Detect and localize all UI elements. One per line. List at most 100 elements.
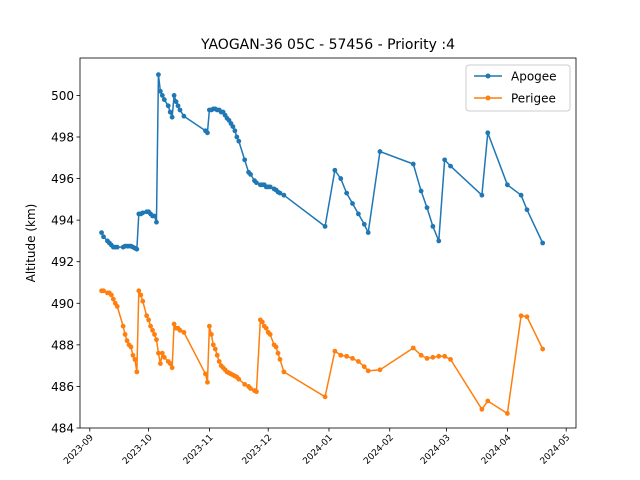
apogee-point <box>156 72 161 78</box>
y-tick-label: 498 <box>51 130 74 144</box>
perigee-point <box>177 327 183 333</box>
perigee-point <box>322 394 328 400</box>
x-tick-label: 2024-03 <box>419 433 453 467</box>
y-tick-label: 492 <box>51 255 74 269</box>
apogee-point <box>350 201 355 206</box>
x-tick-label: 2023-11 <box>182 433 216 467</box>
apogee-point <box>99 230 104 236</box>
perigee-point <box>140 298 146 304</box>
apogee-point <box>181 113 187 119</box>
apogee-point <box>230 124 236 129</box>
perigee-point <box>144 313 150 319</box>
perigee-point <box>518 313 524 319</box>
perigee-point <box>169 365 175 371</box>
apogee-point <box>254 180 259 186</box>
apogee-point <box>175 103 181 109</box>
perigee-point <box>485 398 491 404</box>
perigee-point <box>338 352 344 358</box>
apogee-point <box>377 149 383 154</box>
perigee-point <box>214 352 220 358</box>
axes-frame <box>79 57 577 429</box>
y-axis: 484 486 488 490 492 494 496 498 500 <box>51 89 80 436</box>
perigee-point <box>254 389 259 395</box>
perigee-point <box>275 350 281 356</box>
y-tick-label: 484 <box>51 422 74 436</box>
legend-apogee-marker <box>485 73 491 79</box>
x-tick-label: 2024-04 <box>480 433 514 467</box>
apogee-point <box>436 238 442 244</box>
perigee-point <box>146 317 152 323</box>
perigee-point <box>281 369 287 375</box>
x-tick-label: 2023-09 <box>62 433 96 467</box>
perigee-point <box>418 352 424 358</box>
apogee-point <box>479 192 485 198</box>
perigee-point <box>132 357 138 362</box>
perigee-point <box>242 381 248 387</box>
x-tick-label: 2023-12 <box>241 433 275 467</box>
perigee-point <box>124 338 130 344</box>
x-tick-label: 2024-02 <box>362 433 396 467</box>
apogee-point <box>173 99 179 105</box>
y-tick-label: 488 <box>51 338 74 352</box>
legend-perigee-marker <box>485 95 491 101</box>
plot-area <box>99 72 546 416</box>
perigee-point <box>122 332 128 337</box>
apogee-point <box>267 184 273 190</box>
x-axis: 2023-09 2023-10 2023-11 2023-12 2024-01 2024-… <box>62 428 572 467</box>
perigee-point <box>277 357 283 362</box>
apogee-point <box>361 221 367 227</box>
apogee-point <box>365 230 371 236</box>
perigee-point <box>263 325 269 331</box>
apogee-point <box>332 167 338 173</box>
apogee-point <box>157 88 163 94</box>
perigee-point <box>110 296 116 302</box>
y-tick-label: 496 <box>51 172 74 186</box>
y-tick-label: 490 <box>51 297 74 311</box>
apogee-point <box>355 211 361 217</box>
apogee-point <box>540 240 546 246</box>
perigee-point <box>120 323 126 329</box>
apogee-point <box>424 205 430 211</box>
perigee-point <box>154 337 159 343</box>
apogee-point <box>165 103 171 109</box>
perigee-point <box>430 354 436 360</box>
perigee-point <box>138 292 144 298</box>
perigee-point <box>504 411 510 416</box>
x-tick-label: 2024-05 <box>539 433 573 467</box>
apogee-point <box>322 223 328 229</box>
perigee-point <box>203 371 208 377</box>
apogee-point <box>338 176 344 181</box>
perigee-point <box>479 406 485 412</box>
perigee-point <box>442 353 448 359</box>
perigee-point <box>267 332 273 337</box>
perigee-point <box>134 369 140 375</box>
apogee-point <box>430 223 436 229</box>
perigee-point <box>259 319 265 325</box>
perigee-point <box>212 346 218 352</box>
apogee-point <box>485 130 491 136</box>
apogee-point <box>281 192 287 198</box>
perigee-point <box>540 346 546 352</box>
x-tick-label: 2024-01 <box>301 433 335 467</box>
chart-title: YAOGAN-36 05C - 57456 - Priority :4 <box>200 37 455 53</box>
apogee-point <box>442 157 448 163</box>
apogee-point <box>101 234 106 240</box>
perigee-point <box>448 357 453 362</box>
apogee-point <box>524 207 530 213</box>
perigee-point <box>148 323 153 329</box>
apogee-point <box>242 157 248 163</box>
perigee-series-line <box>101 290 544 415</box>
perigee-point <box>355 359 361 364</box>
perigee-point <box>156 350 161 356</box>
perigee-point <box>159 350 165 356</box>
perigee-point <box>424 355 430 361</box>
perigee-point <box>436 353 442 359</box>
perigee-point <box>344 353 350 359</box>
apogee-point <box>248 172 253 177</box>
perigee-point <box>332 348 338 354</box>
perigee-point <box>171 321 177 327</box>
apogee-point <box>152 213 157 219</box>
apogee-point <box>140 210 146 216</box>
apogee-point <box>277 190 283 196</box>
apogee-point <box>448 163 453 169</box>
